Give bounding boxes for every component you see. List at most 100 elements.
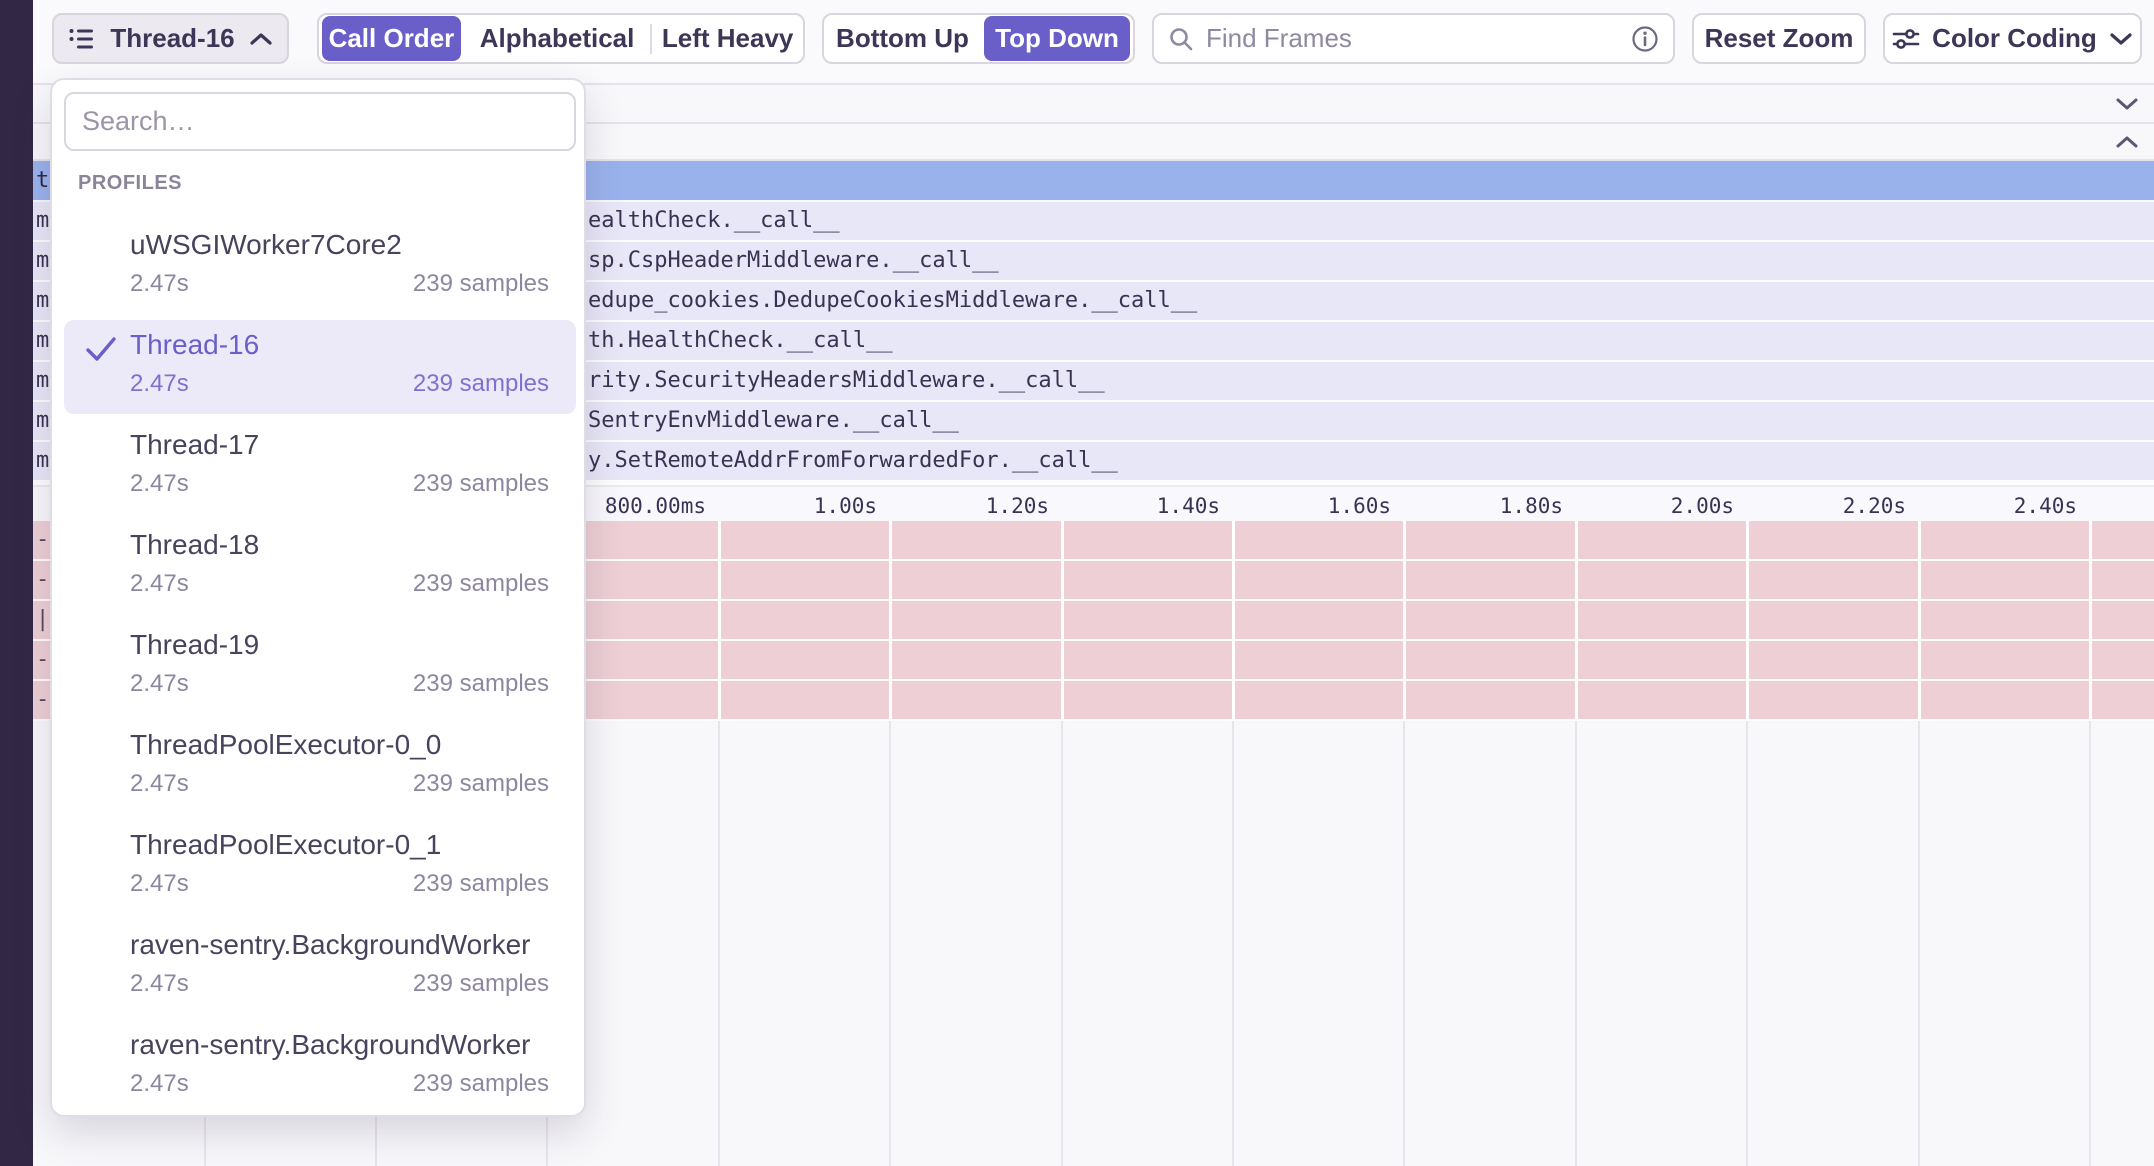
axis-tick: 2.20s xyxy=(1842,494,1906,518)
axis-tick: 1.60s xyxy=(1327,494,1391,518)
profile-item[interactable]: ThreadPoolExecutor-0_0 2.47s 239 samples xyxy=(64,720,576,814)
chevron-up-icon[interactable] xyxy=(2114,133,2140,151)
profile-name: Thread-16 xyxy=(130,329,260,360)
gridline xyxy=(1061,521,1064,721)
profile-name: uWSGIWorker7Core2 xyxy=(130,229,402,260)
profile-item[interactable]: raven-sentry.BackgroundWorker 2.47s 239 … xyxy=(64,1020,576,1114)
thread-dropdown-panel: PROFILES uWSGIWorker7Core2 2.47s 239 sam… xyxy=(50,78,586,1117)
app-sidebar xyxy=(0,0,33,1166)
list-icon xyxy=(69,28,94,48)
profile-item[interactable]: Thread-19 2.47s 239 samples xyxy=(64,620,576,714)
axis-tick: 1.20s xyxy=(985,494,1049,518)
profile-item[interactable]: ThreadPoolExecutor-0_1 2.47s 239 samples xyxy=(64,820,576,914)
axis-tick: 1.80s xyxy=(1499,494,1563,518)
profile-samples: 239 samples xyxy=(412,570,549,597)
info-icon[interactable] xyxy=(1631,25,1659,53)
profile-item[interactable]: raven-sentry.BackgroundWorker 2.47s 239 … xyxy=(64,920,576,1014)
profile-samples: 239 samples xyxy=(412,270,549,297)
frame-text-fragment: m xyxy=(36,248,50,273)
profile-samples: 239 samples xyxy=(412,470,549,497)
find-frames-input[interactable] xyxy=(1206,23,1619,54)
direction-bottom-up[interactable]: Bottom Up xyxy=(836,23,969,53)
axis-tick: 1.40s xyxy=(1156,494,1220,518)
sliders-icon xyxy=(1892,28,1920,49)
gridline xyxy=(1575,721,1577,1166)
frame-text: sp.CspHeaderMiddleware.__call__ xyxy=(588,248,999,273)
gridline xyxy=(1403,521,1406,721)
frame-text: edupe_cookies.DedupeCookiesMiddleware.__… xyxy=(588,288,1198,313)
color-coding-button[interactable]: Color Coding xyxy=(1883,13,2142,64)
axis-tick: 2.40s xyxy=(2013,494,2077,518)
gridline xyxy=(1746,521,1749,721)
sort-mode-group: Call Order Alphabetical Left Heavy xyxy=(317,13,805,64)
reset-zoom-button[interactable]: Reset Zoom xyxy=(1692,13,1866,64)
gridline xyxy=(2089,521,2092,721)
gridline xyxy=(718,521,721,721)
profile-duration: 2.47s xyxy=(130,970,189,997)
gridline xyxy=(1746,721,1748,1166)
frame-text-fragment: m xyxy=(36,328,50,353)
find-frames-field xyxy=(1152,13,1675,64)
gridline xyxy=(2089,721,2091,1166)
gridline xyxy=(718,721,720,1166)
profile-samples: 239 samples xyxy=(412,770,549,797)
profile-duration: 2.47s xyxy=(130,470,189,497)
profiles-section-label: PROFILES xyxy=(78,172,183,194)
profile-name: Thread-17 xyxy=(130,429,260,460)
check-icon xyxy=(86,337,116,361)
sort-alphabetical[interactable]: Alphabetical xyxy=(479,23,635,53)
direction-top-down[interactable]: Top Down xyxy=(983,16,1130,61)
profile-duration: 2.47s xyxy=(130,1070,189,1097)
profile-name: Thread-18 xyxy=(130,529,260,560)
search-icon xyxy=(1170,27,1193,50)
sort-left-heavy[interactable]: Left Heavy xyxy=(661,23,794,53)
color-coding-label: Color Coding xyxy=(1932,23,2097,53)
gridline xyxy=(1232,521,1235,721)
gridline xyxy=(1918,521,1921,721)
segment-divider xyxy=(650,23,653,54)
direction-group: Bottom Up Top Down xyxy=(822,13,1135,64)
gridline xyxy=(1232,721,1234,1166)
profile-duration: 2.47s xyxy=(130,870,189,897)
gridline xyxy=(1918,721,1920,1166)
profile-item[interactable]: uWSGIWorker7Core2 2.47s 239 samples xyxy=(64,220,576,314)
frame-text: ealthCheck.__call__ xyxy=(588,208,840,233)
profile-duration: 2.47s xyxy=(130,670,189,697)
profile-samples: 239 samples xyxy=(412,870,549,897)
chevron-down-icon xyxy=(2110,32,2132,45)
frame-text: rity.SecurityHeadersMiddleware.__call__ xyxy=(588,368,1105,393)
gridline xyxy=(1575,521,1578,721)
frame-text-fragment: - xyxy=(36,647,50,672)
profile-samples: 239 samples xyxy=(412,1070,549,1097)
frame-text-fragment: m xyxy=(36,368,50,393)
profile-duration: 2.47s xyxy=(130,770,189,797)
profile-duration: 2.47s xyxy=(130,270,189,297)
frame-text: y.SetRemoteAddrFromForwardedFor.__call__ xyxy=(588,448,1118,473)
frame-text-fragment: m xyxy=(36,408,50,433)
axis-tick: 800.00ms xyxy=(604,494,706,518)
frame-text-fragment: | xyxy=(36,607,50,632)
profile-item[interactable]: Thread-18 2.47s 239 samples xyxy=(64,520,576,614)
profile-duration: 2.47s xyxy=(130,570,189,597)
chevron-up-icon xyxy=(250,32,272,45)
frame-text-fragment: m xyxy=(36,208,50,233)
profile-item-selected[interactable]: Thread-16 2.47s 239 samples xyxy=(64,320,576,414)
thread-selector-button[interactable]: Thread-16 xyxy=(52,13,289,64)
toolbar: Thread-16 Call Order Alphabetical Left H… xyxy=(33,0,2154,83)
frame-text-fragment: - xyxy=(36,687,50,712)
axis-tick: 1.00s xyxy=(813,494,877,518)
profile-samples: 239 samples xyxy=(412,370,549,397)
dropdown-search-input[interactable] xyxy=(82,106,558,137)
chevron-down-icon[interactable] xyxy=(2114,95,2140,113)
frame-text-fragment: - xyxy=(36,527,50,552)
frame-text: th.HealthCheck.__call__ xyxy=(588,328,893,353)
profile-name: raven-sentry.BackgroundWorker xyxy=(130,929,531,960)
sort-call-order[interactable]: Call Order xyxy=(322,16,461,61)
gridline xyxy=(1061,721,1063,1166)
dropdown-search-field xyxy=(64,92,576,151)
frame-text: SentryEnvMiddleware.__call__ xyxy=(588,408,959,433)
gridline xyxy=(1403,721,1405,1166)
profile-name: raven-sentry.BackgroundWorker xyxy=(130,1029,531,1060)
profile-item[interactable]: Thread-17 2.47s 239 samples xyxy=(64,420,576,514)
profile-name: ThreadPoolExecutor-0_1 xyxy=(130,829,442,860)
